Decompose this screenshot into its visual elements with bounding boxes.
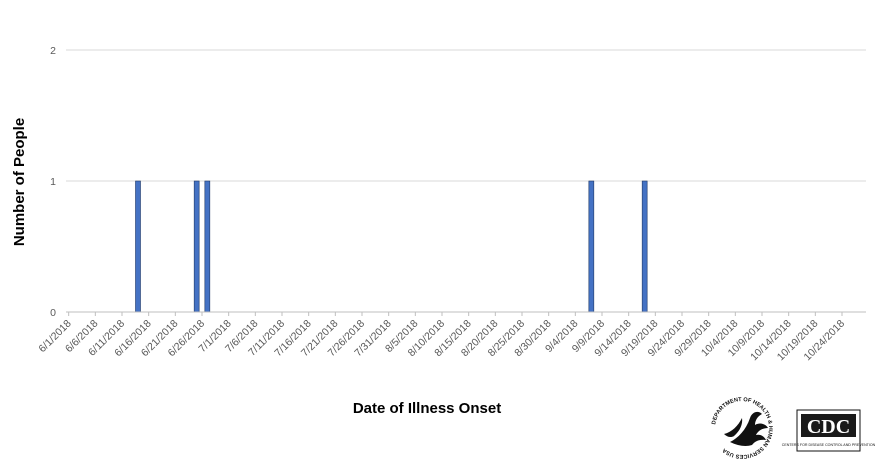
svg-text:CDC: CDC xyxy=(807,416,850,438)
bar xyxy=(641,180,648,313)
bars xyxy=(135,180,648,313)
x-tick-labels: 6/1/20186/6/20186/11/20186/16/20186/21/2… xyxy=(36,318,847,364)
bar xyxy=(204,180,211,313)
eagle-icon xyxy=(730,411,768,446)
y-tick-label: 0 xyxy=(50,307,56,319)
bar xyxy=(135,180,141,313)
cdc-logo: CDC CENTERS FOR DISEASE CONTROL AND PREV… xyxy=(782,409,876,452)
bar xyxy=(588,180,595,313)
x-axis-title: Date of Illness Onset xyxy=(353,400,501,417)
svg-text:CENTERS FOR DISEASE CONTROL AN: CENTERS FOR DISEASE CONTROL AND PREVENTI… xyxy=(782,443,876,447)
y-axis-title: Number of People xyxy=(11,118,28,246)
y-tick-label: 2 xyxy=(50,45,56,57)
gridlines xyxy=(66,49,866,182)
bar xyxy=(193,180,200,313)
hhs-logo: DEPARTMENT OF HEALTH & HUMAN SERVICES US… xyxy=(711,397,773,459)
x-tick-marks xyxy=(68,312,843,316)
y-tick-label: 1 xyxy=(50,176,56,188)
y-tick-labels: 0 1 2 xyxy=(50,45,56,319)
